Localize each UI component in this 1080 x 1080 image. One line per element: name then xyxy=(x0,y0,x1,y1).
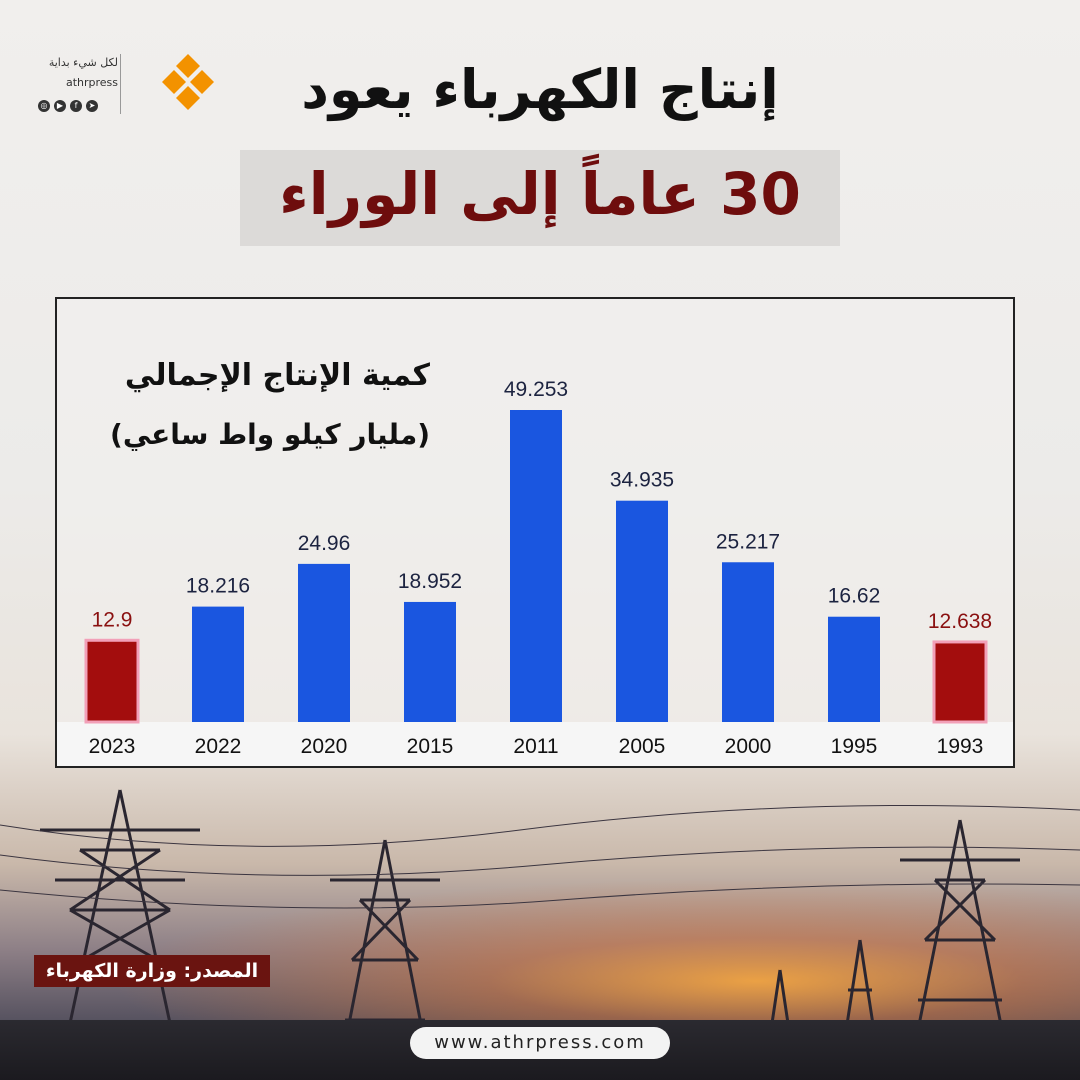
value-label-1995: 16.62 xyxy=(828,585,881,608)
bar-2005 xyxy=(616,500,668,722)
bar-2022 xyxy=(192,606,244,722)
x-tick-2005: 2005 xyxy=(619,735,666,758)
subtitle-banner xyxy=(240,150,840,246)
value-label-2022: 18.216 xyxy=(186,575,250,598)
x-axis-strip xyxy=(57,722,1013,766)
bar-1993 xyxy=(932,640,988,724)
website-link[interactable]: www.athrpress.com xyxy=(410,1027,670,1059)
instagram-icon[interactable]: ◎ xyxy=(38,100,50,112)
logo: لكل شيء بداية athrpress ◎ ▶ f ➤ xyxy=(36,50,214,120)
chart-subtitle: (مليار كيلو واط ساعي) xyxy=(110,418,430,451)
chart-panel: 12.9 2023 18.216 2022 24.96 2020 18.952 2015 49.… xyxy=(55,297,1015,768)
facebook-icon[interactable]: f xyxy=(70,100,82,112)
logo-divider xyxy=(120,54,121,114)
youtube-icon[interactable]: ▶ xyxy=(54,100,66,112)
value-label-2011: 49.253 xyxy=(504,378,568,401)
x-tick-1993: 1993 xyxy=(937,735,984,758)
bar-1995 xyxy=(828,616,880,722)
source-label: المصدر: وزارة الكهرباء xyxy=(34,955,270,987)
bar-2020 xyxy=(298,563,350,722)
bar-chart: 12.9 2023 18.216 2022 24.96 2020 18.952 2015 49.… xyxy=(57,378,1013,766)
value-label-2020: 24.96 xyxy=(298,532,351,555)
bar-2015 xyxy=(404,601,456,722)
x-tick-2000: 2000 xyxy=(725,735,772,758)
page-title: إنتاج الكهرباء يعود xyxy=(301,58,779,121)
chart-title: كمية الإنتاج الإجمالي xyxy=(124,358,430,393)
social-icons: ◎ ▶ f ➤ xyxy=(38,100,98,112)
value-label-2023: 12.9 xyxy=(92,608,133,631)
value-label-2000: 25.217 xyxy=(716,530,780,553)
page-subtitle: 30 عاماً إلى الوراء xyxy=(279,160,801,228)
x-tick-2020: 2020 xyxy=(301,735,348,758)
value-label-2015: 18.952 xyxy=(398,570,462,593)
x-tick-1995: 1995 xyxy=(831,735,878,758)
power-towers-background xyxy=(0,789,1080,1071)
x-tick-2023: 2023 xyxy=(89,735,136,758)
x-tick-2011: 2011 xyxy=(513,735,558,758)
value-label-1993: 12.638 xyxy=(928,610,992,633)
bar-2023 xyxy=(84,638,140,724)
x-tick-2015: 2015 xyxy=(407,735,454,758)
logo-tagline: لكل شيء بداية xyxy=(48,56,118,69)
bar-2000 xyxy=(722,562,774,722)
telegram-icon[interactable]: ➤ xyxy=(86,100,98,112)
logo-site: athrpress xyxy=(65,76,118,89)
x-tick-2022: 2022 xyxy=(195,735,242,758)
bar-2011 xyxy=(510,410,562,722)
value-label-2005: 34.935 xyxy=(610,469,674,492)
logo-mark-icon xyxy=(162,54,214,110)
